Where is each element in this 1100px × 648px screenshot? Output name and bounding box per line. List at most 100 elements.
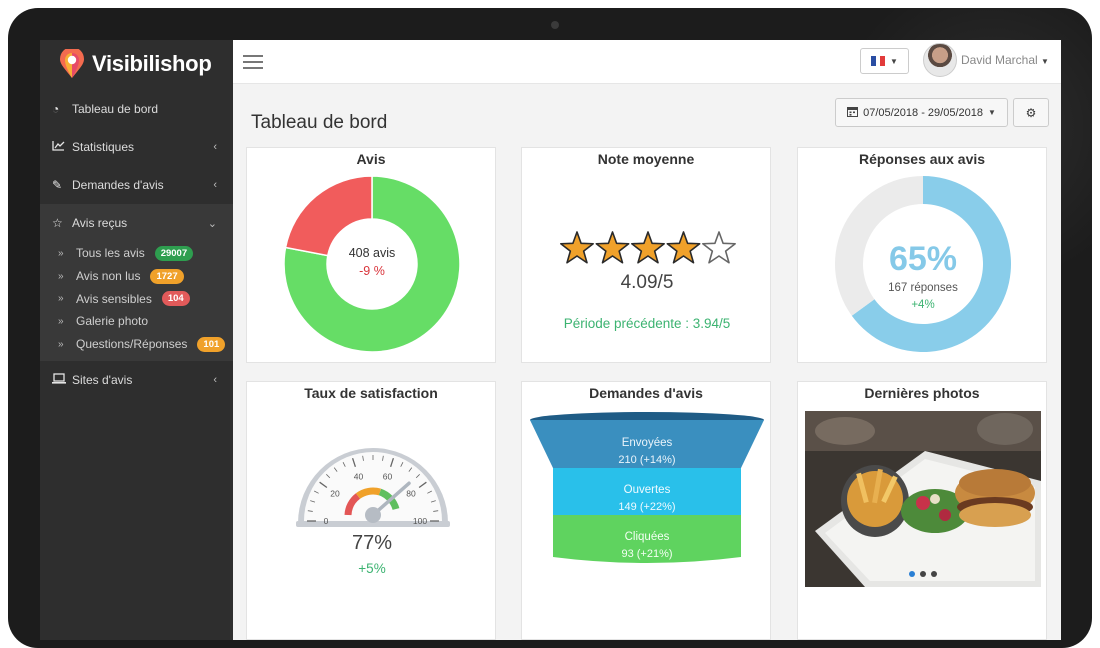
gauge-tick xyxy=(408,467,413,472)
gauge-tick-label: 100 xyxy=(413,516,427,526)
donut-center-label: 408 avis xyxy=(348,246,396,260)
double-chevron-icon: » xyxy=(58,247,64,259)
latest-photo-carousel[interactable] xyxy=(805,411,1041,587)
calendar-icon xyxy=(847,106,859,120)
count-badge: 104 xyxy=(161,291,190,307)
page-title: Tableau de bord xyxy=(251,112,388,133)
star-filled-icon xyxy=(595,231,630,264)
requests-funnel: Envoyées 210 (+14%) Ouvertes 149 (+22%) … xyxy=(530,412,764,563)
map-pin-logo-icon xyxy=(60,49,84,78)
avatar[interactable] xyxy=(923,43,957,77)
submenu-item-questions-reponses[interactable]: » Questions/Réponses 101 xyxy=(40,333,233,356)
gauge-tick xyxy=(400,462,404,467)
language-selector[interactable]: ▼ xyxy=(860,48,909,74)
count-badge: 1727 xyxy=(150,268,184,284)
camera-dot xyxy=(551,21,559,29)
gears-icon: ⚙ xyxy=(1025,105,1037,120)
card-title: Demandes d'avis xyxy=(589,385,703,401)
card-taux-satisfaction: Taux de satisfaction 0 20 40 60 80 100 77% +5… xyxy=(246,381,496,640)
edit-icon: ✎ xyxy=(52,178,63,192)
sidebar-item-avis-recus[interactable]: ☆ Avis reçus ⌄ xyxy=(40,204,233,242)
caret-down-icon: ▼ xyxy=(890,56,898,66)
chevron-left-icon: ‹ xyxy=(213,141,217,153)
response-delta: +4% xyxy=(911,299,935,311)
gauge-tick xyxy=(430,500,436,503)
satisfaction-value: 77% xyxy=(351,532,393,554)
submenu-item-galerie-photo[interactable]: » Galerie photo xyxy=(40,310,233,333)
count-badge: 29007 xyxy=(154,245,194,261)
sidebar-item-label: Sites d'avis xyxy=(72,373,133,388)
sidebar-item-label: Statistiques xyxy=(72,140,135,154)
sidebar-item-label: Avis reçus xyxy=(72,216,128,230)
double-chevron-icon: » xyxy=(58,338,64,350)
gauge-tick xyxy=(418,481,427,489)
submenu-item-tous-les-avis[interactable]: » Tous les avis 29007 xyxy=(40,242,233,265)
food-photo xyxy=(805,411,1041,587)
carousel-dot[interactable] xyxy=(920,571,926,577)
submenu-label: Avis non lus xyxy=(76,269,141,284)
card-title: Taux de satisfaction xyxy=(304,385,438,401)
responses-donut-chart xyxy=(835,176,1011,352)
card-reponses-aux-avis: Réponses aux avis 65% 167 réponses +4% xyxy=(797,147,1047,363)
satisfaction-gauge: 0 20 40 60 80 100 xyxy=(296,448,450,527)
previous-period-rating: Période précédente : 3.94/5 xyxy=(563,316,731,331)
gauge-tick xyxy=(326,474,331,479)
star-outline-icon: ☆ xyxy=(52,216,63,230)
settings-button[interactable]: ⚙ xyxy=(1013,98,1049,127)
funnel-value: 149 (+22%) xyxy=(618,501,675,513)
caret-down-icon: ▼ xyxy=(987,108,996,117)
card-title: Avis xyxy=(356,151,386,167)
star-filled-icon xyxy=(666,231,701,264)
card-title: Dernières photos xyxy=(864,385,980,401)
sidebar-item-statistiques[interactable]: Statistiques ‹ xyxy=(40,128,233,166)
funnel-label: Envoyées xyxy=(622,437,673,449)
gauge-hub xyxy=(365,507,381,523)
card-dernieres-photos: Dernières photos xyxy=(797,381,1047,640)
gauge-zone-red xyxy=(344,493,361,516)
laptop-icon xyxy=(52,373,72,387)
funnel-label: Ouvertes xyxy=(624,484,671,496)
submenu-item-avis-sensibles[interactable]: » Avis sensibles 104 xyxy=(40,287,233,310)
star-empty-icon xyxy=(702,231,736,264)
submenu-item-avis-non-lus[interactable]: » Avis non lus 1727 xyxy=(40,265,233,288)
top-bar: ▼ David Marchal ▼ xyxy=(233,40,1061,84)
card-title: Note moyenne xyxy=(597,151,695,167)
satisfaction-delta: +5% xyxy=(358,561,386,576)
funnel-stage-cliquees xyxy=(553,515,741,563)
hamburger-menu-icon[interactable] xyxy=(243,55,263,73)
logo[interactable]: Visibilishop xyxy=(40,40,233,88)
carousel-dot[interactable] xyxy=(931,571,937,577)
gauge-tick xyxy=(333,467,338,472)
funnel-value: 93 (+21%) xyxy=(621,548,672,560)
card-title: Réponses aux avis xyxy=(858,151,986,167)
sidebar: Visibilishop ◔ Tableau de bord Statistiq… xyxy=(40,40,233,640)
gauge-tick-label: 40 xyxy=(354,471,364,481)
chevron-left-icon: ‹ xyxy=(213,179,217,191)
sidebar-item-tableau-de-bord[interactable]: ◔ Tableau de bord xyxy=(40,90,233,128)
app-screen: Visibilishop ◔ Tableau de bord Statistiq… xyxy=(40,40,1061,640)
gauge-tick xyxy=(415,474,420,479)
double-chevron-icon: » xyxy=(58,293,64,305)
user-menu[interactable]: David Marchal ▼ xyxy=(961,53,1049,67)
sidebar-item-sites-avis[interactable]: Sites d'avis ‹ xyxy=(40,361,233,399)
date-range-value: 07/05/2018 - 29/05/2018 xyxy=(863,106,983,119)
gauge-tick-label: 80 xyxy=(406,488,416,498)
funnel-label: Cliquées xyxy=(625,531,670,543)
donut-slice-answered xyxy=(851,176,1011,352)
chevron-down-icon: ⌄ xyxy=(207,217,217,230)
sidebar-item-label: Tableau de bord xyxy=(72,102,159,116)
gauge-tick-label: 0 xyxy=(324,516,329,526)
response-count: 167 réponses xyxy=(888,282,958,294)
sidebar-item-demandes-avis[interactable]: ✎ Demandes d'avis ‹ xyxy=(40,166,233,204)
star-rating xyxy=(560,231,736,264)
gauge-tick xyxy=(427,490,432,494)
gauge-zone-orange xyxy=(355,487,381,499)
caret-down-icon: ▼ xyxy=(1041,57,1049,66)
carousel-dot-active[interactable] xyxy=(909,571,915,577)
donut-slice-positive xyxy=(283,175,461,353)
donut-slice-negative xyxy=(284,175,373,257)
gauge-tick xyxy=(342,462,346,467)
funnel-value: 210 (+14%) xyxy=(618,454,675,466)
donut-delta: -9 % xyxy=(359,264,385,278)
date-range-picker[interactable]: 07/05/2018 - 29/05/2018 ▼ xyxy=(835,98,1008,127)
